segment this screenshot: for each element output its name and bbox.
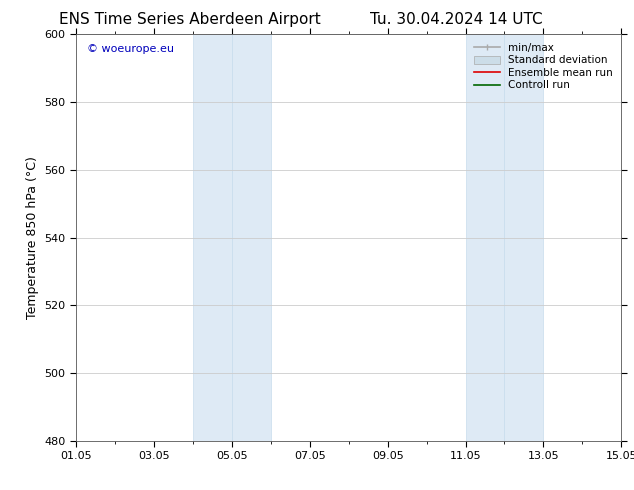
Y-axis label: Temperature 850 hPa (°C): Temperature 850 hPa (°C) (26, 156, 39, 319)
Bar (505, 34, 543, 441)
Text: ENS Time Series Aberdeen Airport: ENS Time Series Aberdeen Airport (60, 12, 321, 27)
Bar (232, 34, 271, 441)
Legend: min/max, Standard deviation, Ensemble mean run, Controll run: min/max, Standard deviation, Ensemble me… (470, 40, 616, 94)
Bar (193, 34, 232, 441)
Bar (465, 34, 505, 441)
Text: © woeurope.eu: © woeurope.eu (87, 45, 174, 54)
Text: Tu. 30.04.2024 14 UTC: Tu. 30.04.2024 14 UTC (370, 12, 543, 27)
